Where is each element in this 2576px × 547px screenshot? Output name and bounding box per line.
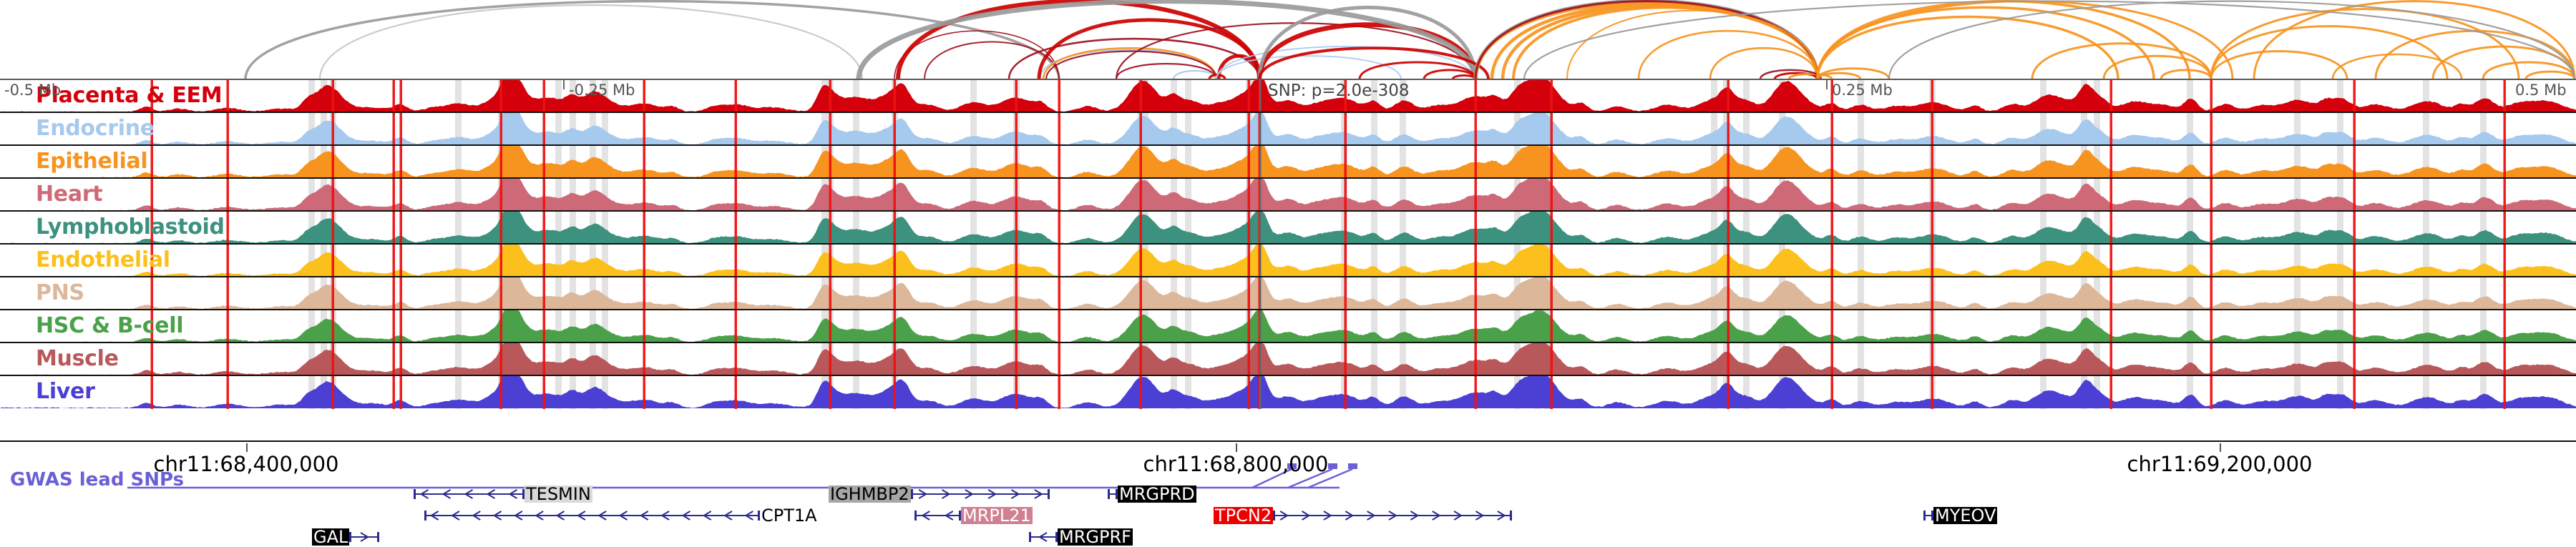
gene-body-ighmbp2 (910, 485, 1050, 503)
gene-label-mrgprf: MRGPRF (1058, 527, 1133, 547)
axis-label-1: chr11:68,800,000 (1143, 452, 1329, 476)
gene-tesmin[interactable]: TESMIN (414, 485, 595, 503)
gene-label-mrgprd: MRGPRD (1118, 484, 1196, 504)
gene-body-mrpl21 (914, 506, 961, 525)
gene-body-tpcn2 (1273, 506, 1513, 525)
gene-row-2: GAL MRGPRF (0, 528, 2576, 546)
gene-body-mrgprf (1029, 528, 1058, 546)
track-heart: Heart (0, 179, 2576, 212)
gene-label-tesmin: TESMIN (525, 484, 592, 504)
axis-label-2: chr11:69,200,000 (2127, 452, 2313, 476)
gene-body-cpt1a (424, 506, 760, 525)
genome-axis-and-genes: GWAS lead SNPs chr11:68,400,000 chr11:68,… (0, 443, 2576, 546)
axis-label-0: chr11:68,400,000 (153, 452, 339, 476)
axis-tick-2 (2220, 443, 2221, 452)
gene-mrgprd[interactable]: MRGPRD (1108, 485, 1196, 503)
gene-myeov[interactable]: MYEOV (1923, 506, 1998, 525)
gene-row-1: MYEOV CPT1A MRPL21 TPCN2 (0, 506, 2576, 525)
gene-label-ighmbp2: IGHMBP2 (829, 484, 911, 504)
gene-label-myeov: MYEOV (1933, 506, 1998, 526)
snp-pvalue-label: SNP: p=2.0e-308 (1268, 82, 1410, 100)
gene-ighmbp2[interactable]: IGHMBP2 (829, 485, 1050, 503)
ruler-tick-1 (563, 80, 565, 89)
signal-tracks: Placenta & EEM -0.5 Mb -0.25 Mb 0.25 Mb 0.5 … (0, 79, 2576, 442)
gene-gal[interactable]: GAL (312, 527, 380, 547)
track-hsc-b-cell: HSC & B-cell (0, 310, 2576, 343)
gene-cpt1a[interactable]: CPT1A (424, 506, 819, 525)
gwas-lead-snps-label: GWAS lead SNPs (10, 469, 185, 491)
gene-body-gal (349, 528, 380, 546)
ruler-tick-2 (1826, 80, 1828, 89)
track-liver: Liver (0, 376, 2576, 409)
gene-label-tpcn2: TPCN2 (1214, 506, 1274, 526)
axis-tick-1 (1236, 443, 1237, 452)
ruler-label-3: 0.5 Mb (2515, 82, 2567, 99)
gene-label-cpt1a: CPT1A (761, 506, 817, 526)
track-placenta-eem: Placenta & EEM -0.5 Mb -0.25 Mb 0.25 Mb 0.5 … (0, 80, 2576, 113)
gene-mrgprf[interactable]: MRGPRF (1029, 528, 1133, 546)
gene-body-tesmin (414, 485, 525, 503)
axis-tick-0 (246, 443, 248, 452)
gene-tpcn2[interactable]: TPCN2 (1214, 506, 1513, 526)
gene-row-0: TESMIN IGHMBP2 MRGPRD (0, 485, 2576, 503)
gene-mrpl21[interactable]: MRPL21 (914, 506, 1033, 526)
track-endothelial: Endothelial (0, 245, 2576, 277)
gene-label-mrpl21: MRPL21 (961, 506, 1033, 526)
gene-label-gal: GAL (312, 527, 350, 547)
gene-body-myeov (1923, 506, 1933, 525)
track-lymphoblastoid: Lymphoblastoid (0, 212, 2576, 245)
track-muscle: Muscle (0, 343, 2576, 376)
gene-body-mrgprd (1108, 485, 1118, 503)
ruler-label-2: 0.25 Mb (1832, 82, 1893, 99)
track-epithelial: Epithelial (0, 146, 2576, 179)
chromatin-loop-arcs (0, 0, 2576, 80)
ruler-label-1: -0.25 Mb (569, 82, 635, 99)
track-pns: PNS (0, 277, 2576, 310)
ruler-label-0: -0.5 Mb (4, 82, 62, 99)
track-endocrine: Endocrine (0, 113, 2576, 146)
